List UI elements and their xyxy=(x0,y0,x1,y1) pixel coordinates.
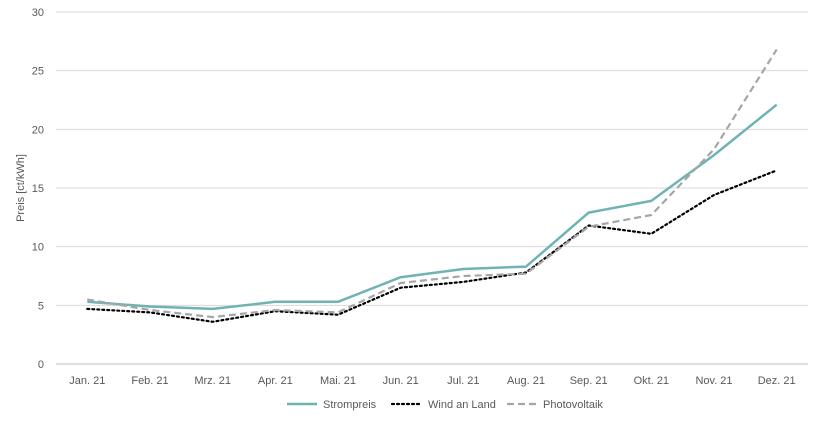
y-tick-label: 30 xyxy=(32,7,44,19)
series-lines xyxy=(86,48,778,323)
gridlines xyxy=(56,11,808,365)
x-tick-label: Jul. 21 xyxy=(447,375,479,387)
y-axis-title: Preis [ct/kWh] xyxy=(15,154,27,222)
series-line-photovoltaik xyxy=(87,48,778,319)
x-tick-label: Nov. 21 xyxy=(695,375,732,387)
legend: Strompreis Wind an Land Photovoltaik xyxy=(287,399,603,411)
x-tick-label: Feb. 21 xyxy=(131,375,168,387)
y-tick-label: 20 xyxy=(32,124,44,136)
legend-label: Strompreis xyxy=(323,399,377,411)
x-tick-label: Apr. 21 xyxy=(258,375,293,387)
y-tick-label: 5 xyxy=(38,300,44,312)
y-axis-ticks: 0 5 10 15 20 25 30 xyxy=(32,7,44,371)
x-tick-label: Aug. 21 xyxy=(507,375,545,387)
y-tick-label: 15 xyxy=(32,183,44,195)
x-tick-label: Jun. 21 xyxy=(383,375,419,387)
x-tick-label: Mai. 21 xyxy=(320,375,356,387)
series-line-wind-an-land xyxy=(86,169,778,323)
legend-label: Wind an Land xyxy=(428,399,496,411)
x-tick-label: Dez. 21 xyxy=(758,375,796,387)
x-axis-ticks: Jan. 21 Feb. 21 Mrz. 21 Apr. 21 Mai. 21 Jun. … xyxy=(69,375,795,387)
x-tick-label: Jan. 21 xyxy=(69,375,105,387)
x-tick-label: Mrz. 21 xyxy=(194,375,231,387)
y-tick-label: 0 xyxy=(38,359,44,371)
y-tick-label: 10 xyxy=(32,242,44,254)
legend-label: Photovoltaik xyxy=(543,399,603,411)
x-tick-label: Okt. 21 xyxy=(634,375,669,387)
x-tick-label: Sep. 21 xyxy=(570,375,608,387)
series-line-strompreis xyxy=(87,103,778,311)
y-tick-label: 25 xyxy=(32,66,44,78)
